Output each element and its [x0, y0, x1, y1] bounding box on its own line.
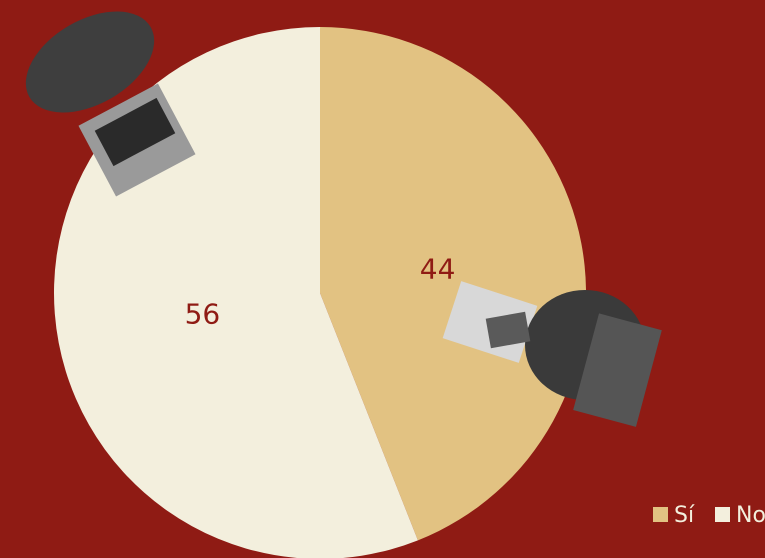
pie-slice: [320, 27, 587, 541]
data-label: 44: [420, 253, 456, 286]
photo-laptop: [25, 11, 196, 197]
legend-label: Sí: [674, 503, 695, 528]
photo-reader: [442, 281, 662, 427]
legend: Sí No: [653, 503, 765, 528]
legend-label: No: [736, 503, 765, 528]
data-label: 56: [185, 297, 221, 330]
legend-swatch: [653, 507, 668, 522]
legend-swatch: [715, 507, 730, 522]
